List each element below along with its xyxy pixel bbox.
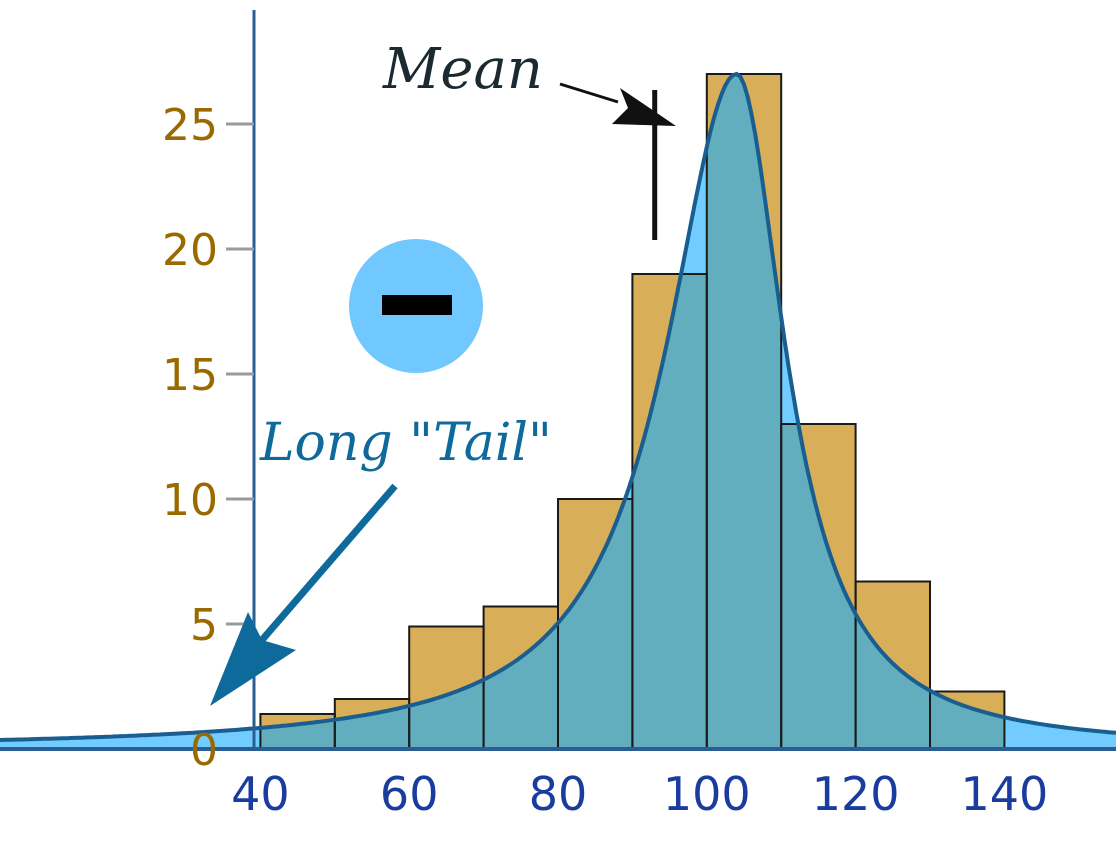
- distribution-curve-line: [0, 71, 1116, 742]
- y-tick-label: 5: [190, 600, 218, 651]
- mean-arrow-head: [612, 88, 676, 126]
- minus-sign-icon: [382, 295, 452, 315]
- mean-label: Mean: [382, 37, 543, 102]
- y-tick-label: 10: [162, 475, 218, 526]
- x-tick-label: 60: [380, 767, 439, 821]
- y-tick-label: 15: [162, 350, 218, 401]
- x-tick-label: 140: [960, 767, 1048, 821]
- x-tick-label: 80: [529, 767, 588, 821]
- y-tick-label: 0: [190, 725, 218, 776]
- x-ticks: 40 60 80 100 120 140: [231, 767, 1048, 821]
- tail-arrow: [259, 483, 398, 643]
- y-tick-label: 20: [162, 225, 218, 276]
- x-tick-label: 120: [812, 767, 900, 821]
- tail-label: Long "Tail": [259, 413, 552, 473]
- x-tick-label: 100: [663, 767, 751, 821]
- y-tick-label: 25: [162, 100, 218, 151]
- mean-arrow: [559, 82, 619, 104]
- x-tick-label: 40: [231, 767, 290, 821]
- y-ticks: 0 5 10 15 20 25: [162, 100, 254, 776]
- tail-arrow-head: [210, 612, 296, 706]
